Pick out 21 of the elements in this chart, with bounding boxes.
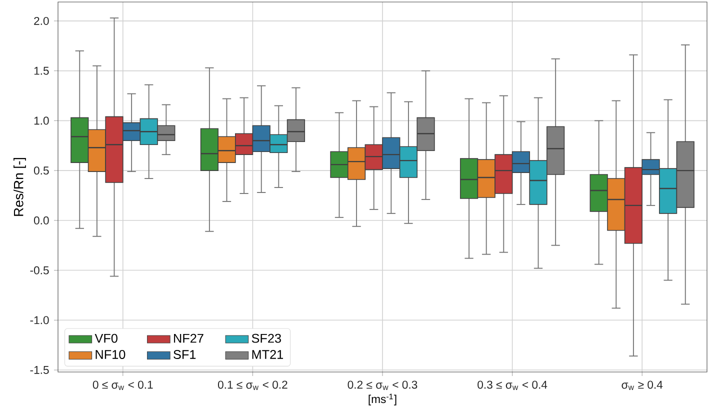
y-tick-label: 0.5 xyxy=(34,166,49,175)
x-tick-label: 0.3 ≤ σ$_{w}$ < 0.4 xyxy=(478,380,548,390)
y-tick-label: 1.5 xyxy=(34,66,49,75)
y-tick-label: -0.5 xyxy=(30,266,49,274)
legend-label: VF0 xyxy=(94,334,118,343)
legend-label: MT21 xyxy=(252,350,284,359)
legend-label: NF10 xyxy=(96,350,126,359)
y-tick-label: 1.0 xyxy=(34,116,49,125)
y-tick-label: -1.0 xyxy=(30,316,49,324)
legend-label: NF27 xyxy=(174,334,204,343)
x-tick-label: 0.1 ≤ σ$_{w}$ < 0.2 xyxy=(218,380,288,390)
y-tick-label: 2.0 xyxy=(34,16,49,25)
x-tick-label: σ$_{w}$ ≥ 0.4 xyxy=(622,380,663,390)
x-tick-label: 0 ≤ σ$_{w}$ < 0.1 xyxy=(92,380,153,390)
y-axis-title: Res/Rn [-] xyxy=(14,158,26,216)
x-axis-title: [ms$^{-1}$] xyxy=(368,394,396,406)
y-tick-label: -1.5 xyxy=(30,366,49,374)
x-tick-label: 0.2 ≤ σ$_{w}$ < 0.3 xyxy=(348,380,418,390)
y-tick-label: 0.0 xyxy=(34,216,49,224)
legend-label: SF1 xyxy=(174,350,196,359)
legend-label: SF23 xyxy=(252,334,281,343)
